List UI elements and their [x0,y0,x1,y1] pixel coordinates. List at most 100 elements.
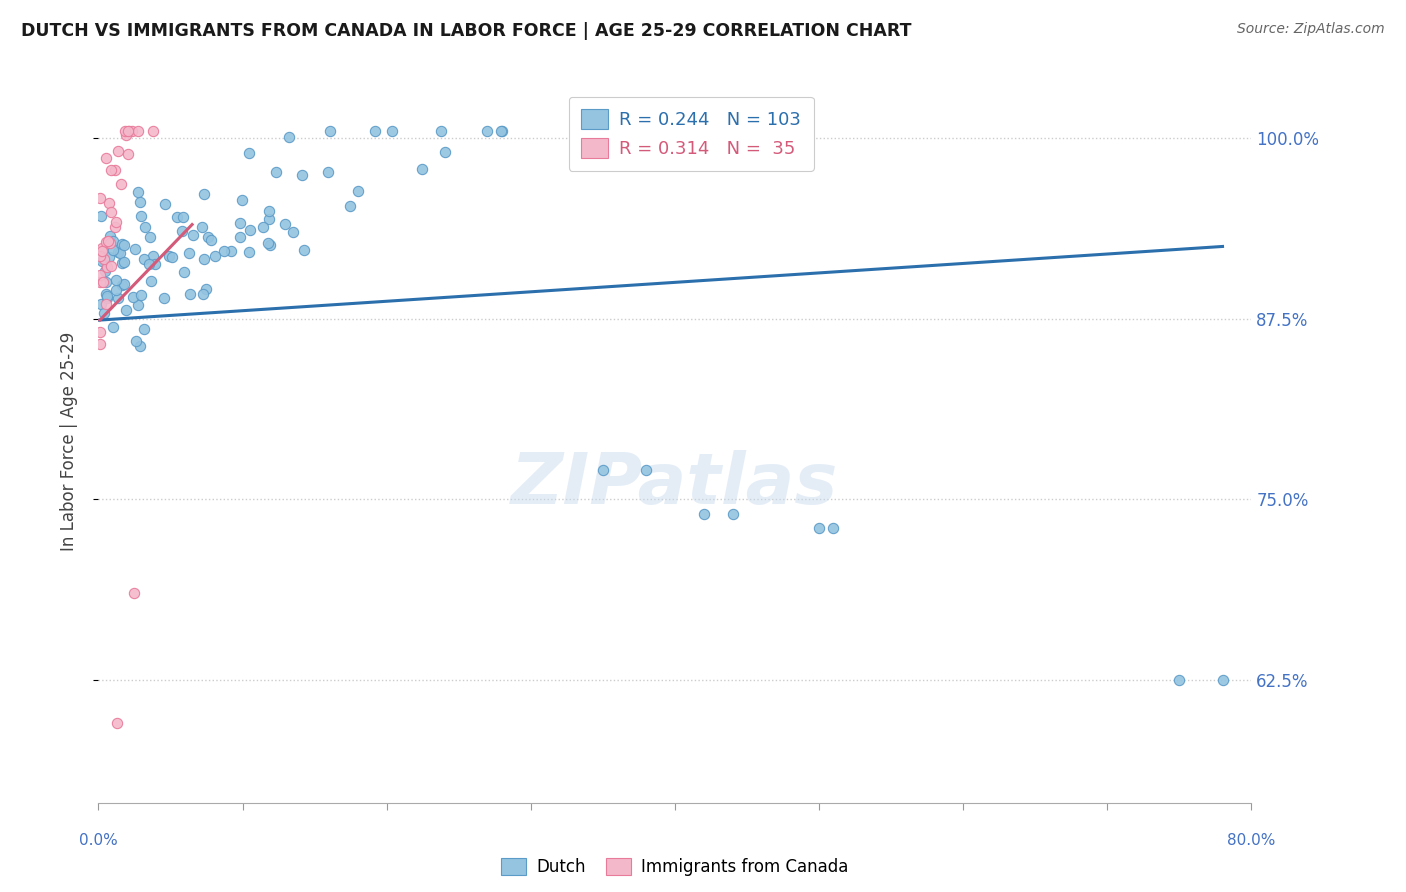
Point [179,286,201,301]
Point [257,211,280,226]
Point [491,124,513,138]
Point [132,322,155,336]
Point [212,244,235,258]
Point [193,186,215,201]
Point [134,219,156,234]
Point [411,162,433,177]
Point [90,209,112,223]
Point [129,339,152,353]
Y-axis label: In Labor Force | Age 25-29: In Labor Force | Age 25-29 [59,332,77,551]
Point [364,124,387,138]
Point [131,210,153,224]
Point [111,237,134,252]
Point [160,251,183,265]
Text: 0.0%: 0.0% [79,833,118,848]
Point [155,197,177,211]
Point [127,185,149,199]
Point [319,124,342,138]
Point [1212,673,1234,687]
Point [96,260,118,274]
Point [172,210,194,224]
Point [177,246,200,260]
Point [238,244,260,259]
Point [142,124,165,138]
Point [104,163,127,178]
Point [721,507,744,521]
Point [238,145,260,160]
Point [112,277,135,291]
Point [100,260,122,274]
Point [166,210,188,224]
Point [231,193,253,207]
Point [475,124,498,138]
Point [157,248,180,262]
Legend: Dutch, Immigrants from Canada: Dutch, Immigrants from Canada [495,851,855,882]
Point [592,463,614,477]
Point [1168,673,1191,687]
Point [138,230,160,244]
Point [127,124,149,138]
Point [122,290,145,304]
Point [112,238,135,252]
Point [104,215,127,229]
Point [195,283,218,297]
Point [114,128,136,142]
Point [100,204,122,219]
Point [173,265,195,279]
Point [229,216,252,230]
Point [110,256,132,270]
Point [138,257,160,271]
Point [489,124,512,138]
Point [823,521,845,535]
Point [96,286,118,301]
Point [107,291,129,305]
Point [229,230,252,244]
Point [316,165,339,179]
Point [91,275,114,289]
Point [586,124,609,138]
Point [221,244,243,258]
Point [103,234,125,248]
Point [152,291,174,305]
Point [808,521,831,535]
Text: DUTCH VS IMMIGRANTS FROM CANADA IN LABOR FORCE | AGE 25-29 CORRELATION CHART: DUTCH VS IMMIGRANTS FROM CANADA IN LABOR… [21,22,911,40]
Point [98,196,121,211]
Point [347,184,370,198]
Point [430,124,453,138]
Point [264,165,287,179]
Point [117,124,139,138]
Point [118,124,141,138]
Point [96,291,118,305]
Point [200,234,222,248]
Point [104,219,127,234]
Text: Source: ZipAtlas.com: Source: ZipAtlas.com [1237,22,1385,37]
Point [105,716,128,731]
Point [381,124,404,138]
Point [204,249,226,263]
Point [98,250,121,264]
Point [91,253,114,268]
Point [112,254,135,268]
Point [193,286,215,301]
Point [90,297,112,311]
Point [693,507,716,521]
Point [636,463,658,477]
Point [197,230,219,244]
Point [107,244,129,259]
Point [101,244,124,258]
Point [339,199,361,213]
Point [114,124,136,138]
Point [291,168,314,182]
Point [101,320,124,334]
Text: ZIPatlas: ZIPatlas [512,450,838,519]
Point [89,268,111,283]
Point [94,152,117,166]
Point [89,337,111,351]
Point [129,194,152,209]
Point [132,252,155,266]
Point [115,303,138,318]
Point [131,287,153,301]
Point [89,190,111,204]
Point [100,162,122,177]
Point [274,217,297,231]
